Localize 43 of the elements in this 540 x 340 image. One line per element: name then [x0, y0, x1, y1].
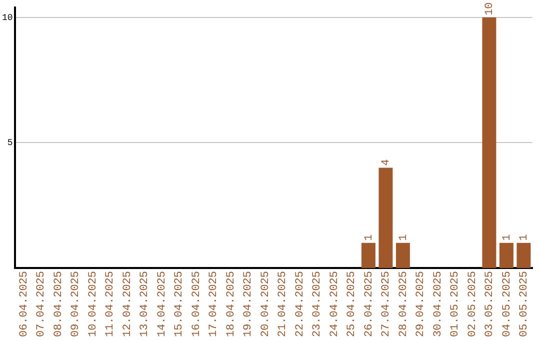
x-tick-label: 11.04.2025	[104, 270, 117, 338]
x-tick-label: 20.04.2025	[260, 270, 272, 338]
x-tick-label: 16.04.2025	[190, 270, 203, 338]
x-tick-label: 13.04.2025	[139, 270, 152, 338]
x-tick-label: 17.04.2025	[208, 270, 220, 338]
y-tick-label: 5	[7, 138, 13, 148]
x-tick-label: 03.05.2025	[484, 270, 496, 338]
data-label: 4	[380, 158, 393, 166]
bar	[499, 242, 514, 268]
x-tick-label: 28.04.2025	[398, 270, 410, 338]
data-label: 10	[484, 2, 496, 16]
x-tick-label: 06.04.2025	[18, 270, 30, 338]
x-tick-label: 19.04.2025	[242, 270, 255, 338]
x-tick-label: 15.04.2025	[174, 270, 186, 338]
x-tick-label: 02.05.2025	[466, 270, 479, 338]
x-tick-label: 18.04.2025	[225, 270, 238, 338]
bar	[396, 242, 410, 268]
x-tick-label: 24.04.2025	[328, 270, 341, 338]
x-tick-label: 27.04.2025	[380, 270, 393, 338]
x-tick-label: 30.04.2025	[432, 270, 444, 338]
x-tick-label: 05.05.2025	[518, 270, 531, 338]
x-tick-label: 07.04.2025	[36, 270, 48, 338]
bar	[361, 242, 376, 268]
bar	[516, 242, 531, 268]
x-tick-label: 04.05.2025	[501, 270, 514, 338]
data-label: 1	[518, 234, 531, 241]
x-tick-label: 21.04.2025	[277, 270, 290, 338]
x-tick-label: 26.04.2025	[363, 270, 376, 338]
x-tick-label: 25.04.2025	[346, 270, 358, 338]
x-tick-label: 12.04.2025	[122, 270, 134, 338]
bar	[378, 168, 393, 268]
data-label: 1	[501, 234, 514, 241]
x-tick-label: 29.04.2025	[415, 270, 428, 338]
bar	[482, 17, 496, 268]
data-label: 1	[398, 234, 410, 241]
x-tick-label: 14.04.2025	[156, 270, 168, 338]
x-tick-label: 23.04.2025	[312, 270, 324, 338]
x-tick-label: 22.04.2025	[294, 270, 306, 338]
x-tick-label: 01.05.2025	[450, 270, 462, 338]
x-tick-label: 10.04.2025	[87, 270, 100, 338]
data-label: 1	[363, 234, 376, 241]
x-tick-label: 08.04.2025	[52, 270, 65, 338]
x-tick-label: 09.04.2025	[70, 270, 82, 338]
